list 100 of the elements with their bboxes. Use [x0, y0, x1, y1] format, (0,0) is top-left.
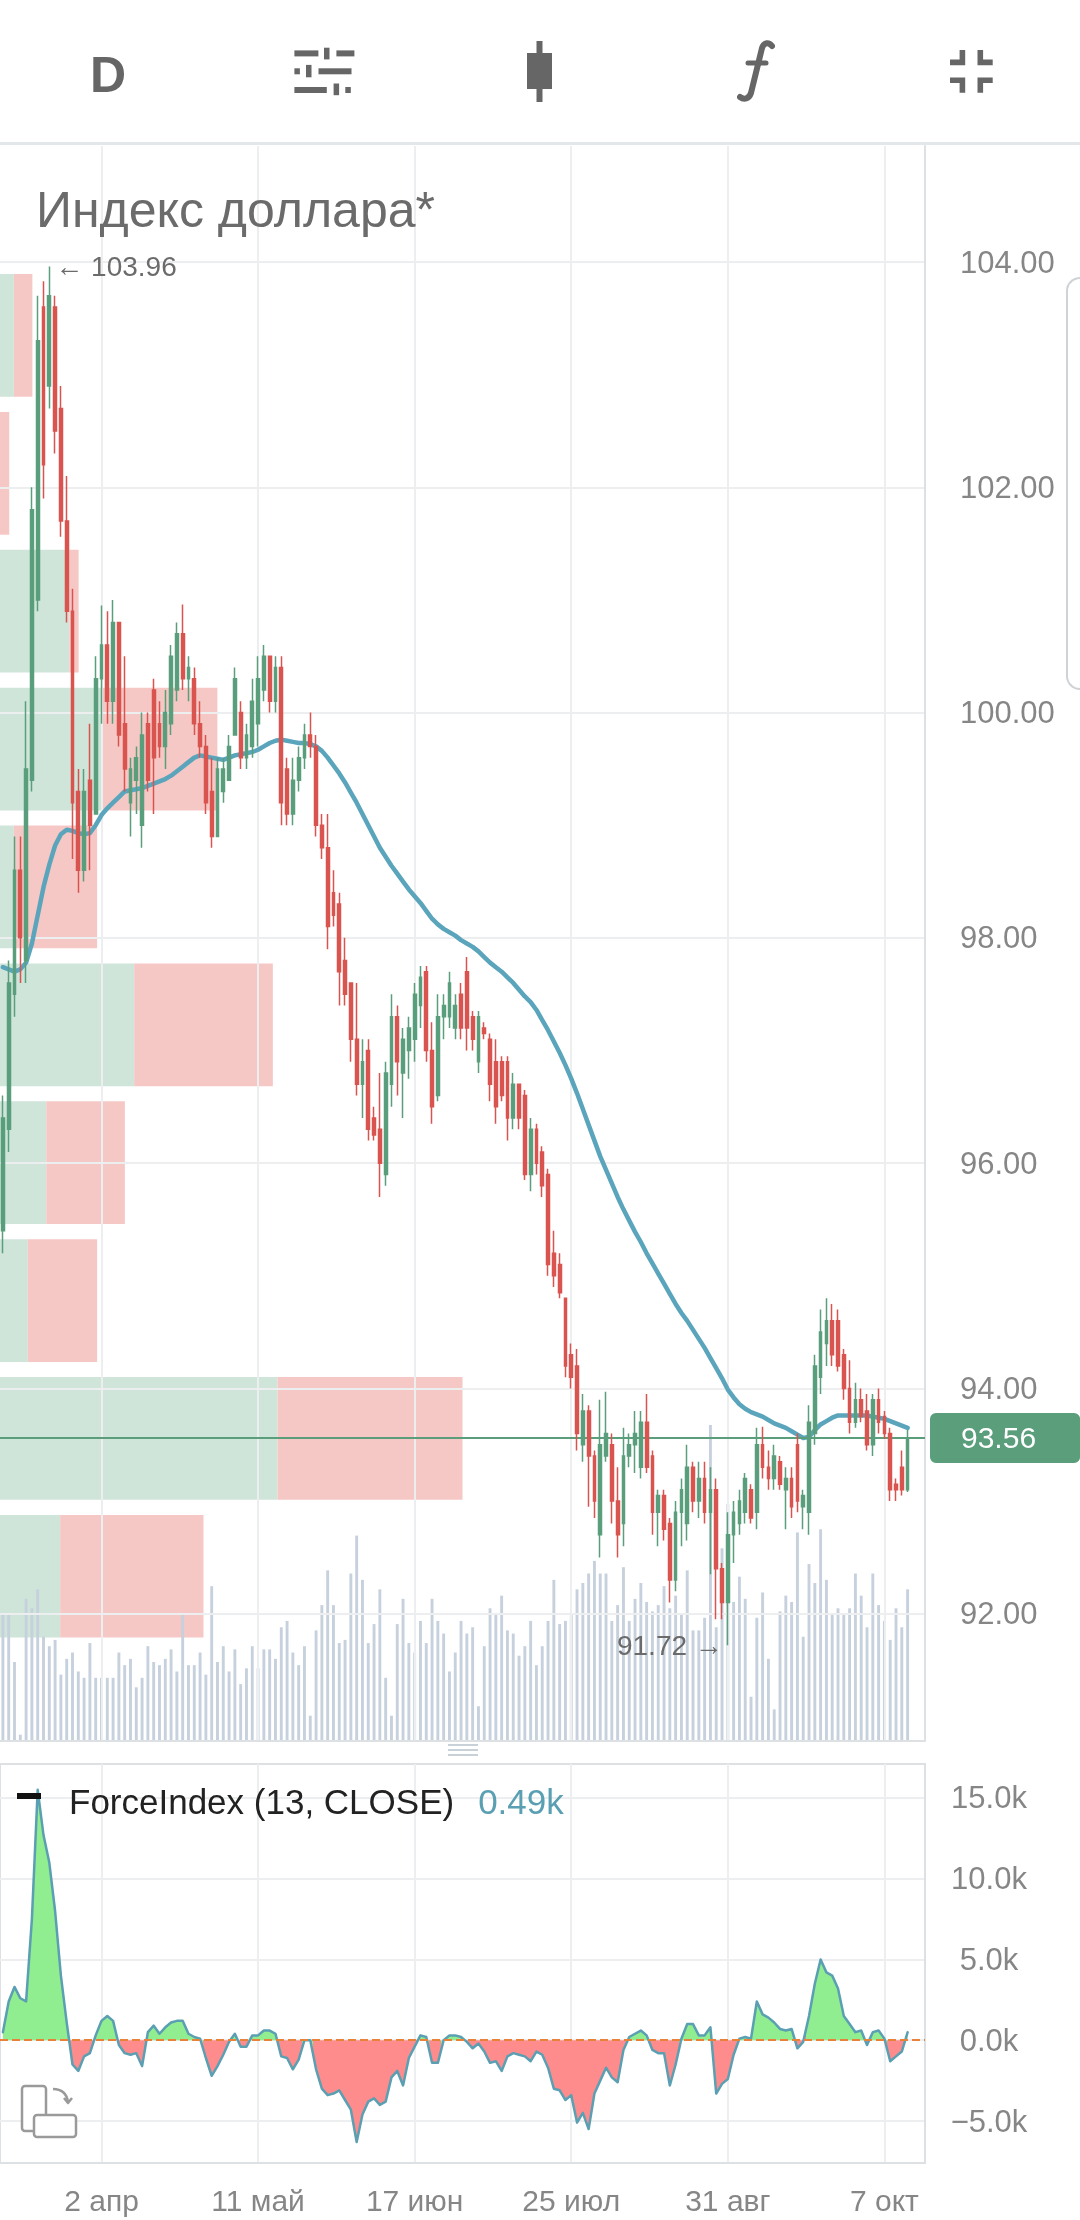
- bar: [36, 1589, 40, 1741]
- bar: [0, 274, 14, 397]
- y-tick-label: −5.0k: [950, 2103, 1028, 2139]
- bar: [221, 1646, 225, 1741]
- bar: [0, 1239, 28, 1362]
- bar: [279, 1627, 283, 1741]
- bar: [772, 1709, 776, 1741]
- bar: [198, 1652, 202, 1741]
- bar: [123, 1665, 127, 1741]
- bar: [227, 1671, 231, 1741]
- bar: [59, 1674, 63, 1741]
- bar: [540, 1646, 544, 1741]
- y-tick-label: 15.0k: [951, 1780, 1028, 1816]
- bar: [111, 1677, 115, 1741]
- bar: [53, 1639, 57, 1741]
- bar: [529, 1620, 533, 1741]
- bar: [233, 1649, 237, 1741]
- bar: [82, 1677, 86, 1741]
- bar: [453, 1652, 457, 1741]
- bar: [390, 1715, 393, 1741]
- bar: [187, 1665, 190, 1741]
- bar: [766, 1658, 770, 1741]
- bar: [285, 1620, 289, 1741]
- bar: [30, 1608, 34, 1741]
- bar: [384, 1677, 388, 1741]
- bar: [7, 1614, 11, 1741]
- bar: [343, 1639, 347, 1741]
- bar: [366, 1643, 370, 1741]
- bar: [610, 1620, 614, 1741]
- bar: [0, 411, 10, 535]
- bar: [71, 1652, 74, 1741]
- bar: [558, 1624, 562, 1741]
- bar: [407, 1643, 411, 1741]
- bar: [158, 1665, 161, 1741]
- bar: [1, 1614, 5, 1741]
- bar: [65, 1658, 69, 1741]
- bar: [506, 1630, 509, 1741]
- bar: [424, 1643, 428, 1741]
- bar: [465, 1633, 469, 1741]
- bar: [291, 1652, 295, 1741]
- bar: [94, 1677, 98, 1741]
- bar: [395, 1624, 399, 1741]
- bar: [146, 1646, 150, 1741]
- bar: [523, 1646, 527, 1741]
- bar: [42, 1636, 45, 1741]
- bar: [13, 274, 33, 397]
- bar: [308, 1715, 312, 1741]
- bar: [245, 1668, 248, 1741]
- bar: [442, 1633, 446, 1741]
- bar: [297, 1665, 301, 1741]
- bar: [477, 1706, 480, 1741]
- x-tick-label: 17 июн: [365, 2183, 464, 2217]
- bar: [801, 1636, 805, 1741]
- bar: [0, 825, 14, 949]
- y-tick-label: 0.0k: [959, 2022, 1019, 2058]
- x-tick-label: 25 июл: [522, 2183, 621, 2217]
- bar: [129, 1658, 132, 1741]
- bar: [534, 1665, 538, 1741]
- annotation: 0.49k: [478, 1782, 564, 1821]
- bar: [134, 1687, 138, 1741]
- bar: [204, 1674, 208, 1741]
- bar: [250, 1646, 254, 1741]
- bar: [314, 1630, 318, 1741]
- bar: [274, 1658, 277, 1741]
- bar: [24, 1598, 28, 1741]
- bar: [471, 1627, 475, 1741]
- bar: [13, 1662, 16, 1741]
- bar: [697, 1630, 701, 1741]
- bar: [105, 1677, 109, 1741]
- bar: [175, 1671, 179, 1741]
- bar: [117, 1652, 121, 1741]
- bar: [337, 1643, 341, 1741]
- bar: [888, 1639, 892, 1741]
- x-tick-label: 31 авг: [685, 2183, 771, 2217]
- bar: [76, 1671, 80, 1741]
- y-tick-label: 10.0k: [951, 1861, 1028, 1897]
- bar: [163, 1658, 167, 1741]
- bar: [419, 1620, 422, 1741]
- x-tick-label: 11 май: [211, 2183, 305, 2217]
- bar: [169, 1649, 173, 1741]
- bar: [436, 1620, 440, 1741]
- text: ForceIndex (13, CLOSE): [69, 1782, 455, 1821]
- bar: [448, 1671, 451, 1741]
- y-tick-label: 5.0k: [959, 1941, 1019, 1977]
- bar: [152, 1662, 156, 1741]
- bar: [262, 1649, 266, 1741]
- bar: [47, 1646, 51, 1741]
- bar: [563, 1620, 567, 1741]
- bar: [192, 1665, 196, 1741]
- x-tick-label: 2 апр: [64, 2183, 139, 2217]
- bar: [140, 1677, 144, 1741]
- bar: [482, 1646, 486, 1741]
- bar: [459, 1620, 463, 1741]
- bar: [372, 1624, 376, 1741]
- bar: [268, 1649, 272, 1741]
- bar: [88, 1643, 92, 1741]
- bar: [900, 1627, 904, 1741]
- bar: [216, 1662, 219, 1741]
- bar: [239, 1684, 243, 1741]
- x-tick-label: 7 окт: [849, 2183, 920, 2217]
